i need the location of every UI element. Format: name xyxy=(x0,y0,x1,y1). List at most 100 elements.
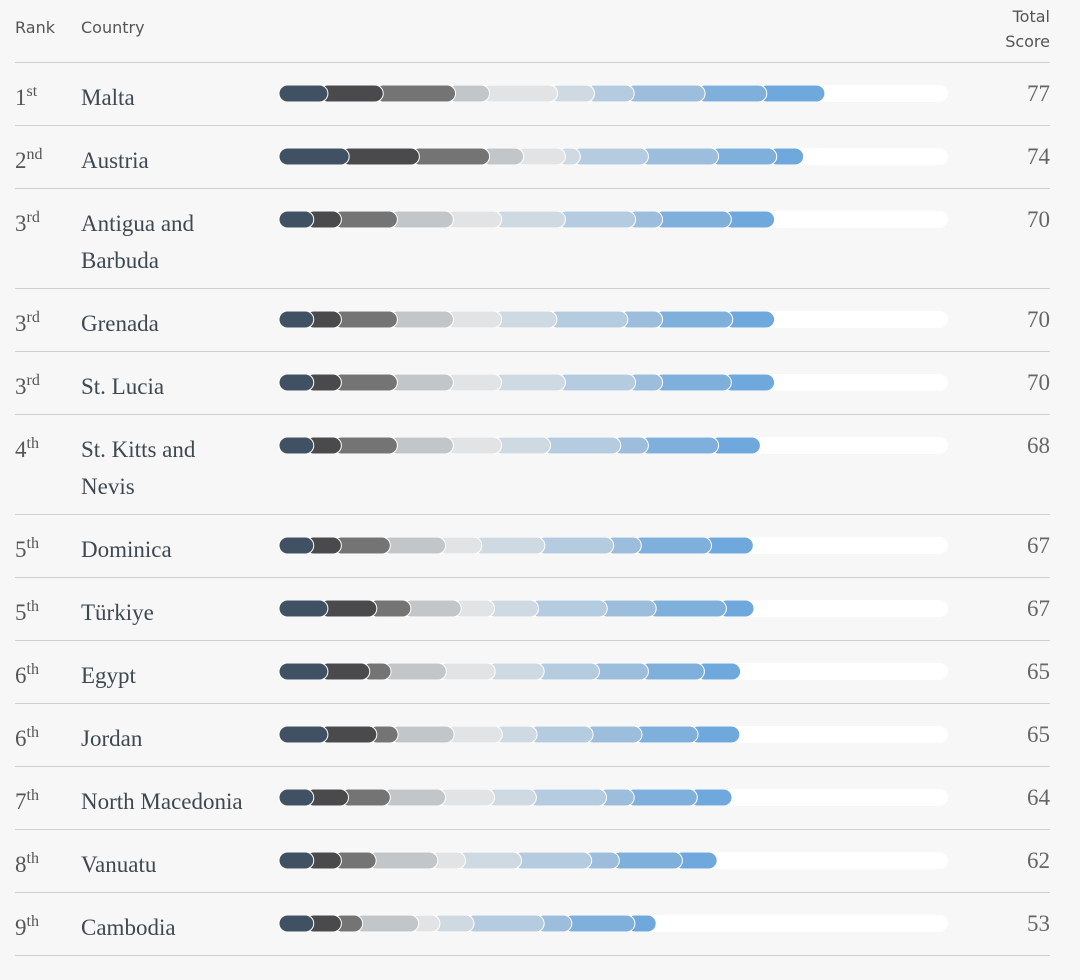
table-row: 4th St. Kitts and Nevis 68 xyxy=(15,415,1050,515)
rank-suffix: th xyxy=(26,535,39,552)
bar-segment xyxy=(632,537,712,554)
country-name: St. Kitts and Nevis xyxy=(81,437,196,499)
rank-suffix: rd xyxy=(26,372,40,389)
bar-segment xyxy=(464,915,545,932)
country-name: Austria xyxy=(81,148,149,173)
score-bar xyxy=(279,85,948,102)
score-bar xyxy=(279,437,948,454)
bar-segment xyxy=(279,211,315,228)
country-name: North Macedonia xyxy=(81,789,243,814)
table-row: 2nd Austria 74 xyxy=(15,126,1050,189)
table-row: 6th Jordan 65 xyxy=(15,704,1050,767)
bar-segment xyxy=(610,852,683,869)
rank-suffix: th xyxy=(26,598,39,615)
total-score: 70 xyxy=(1027,307,1050,332)
table-row: 5th Dominica 67 xyxy=(15,515,1050,578)
bar-segment xyxy=(529,600,608,617)
score-bar xyxy=(279,374,948,391)
rank-number: 7 xyxy=(15,789,27,814)
country-name: Dominica xyxy=(81,537,172,562)
rank-suffix: th xyxy=(26,661,39,678)
bar-segment xyxy=(492,211,566,228)
score-bar xyxy=(279,915,948,932)
rank-suffix: th xyxy=(26,787,39,804)
bar-segment xyxy=(279,663,329,680)
total-score: 65 xyxy=(1027,722,1050,747)
total-score: 77 xyxy=(1027,81,1050,106)
bar-segment xyxy=(527,789,608,806)
bar-segment xyxy=(388,374,454,391)
bar-segment xyxy=(279,915,315,932)
bar-segment xyxy=(571,148,649,165)
rank: 2nd xyxy=(15,142,43,179)
total-score: 65 xyxy=(1027,659,1050,684)
total-score: 70 xyxy=(1027,207,1050,232)
rank: 6th xyxy=(15,657,39,694)
score-bar xyxy=(279,311,948,328)
rank: 6th xyxy=(15,720,39,757)
score-bar xyxy=(279,726,948,743)
bar-segment xyxy=(653,374,732,391)
rank-suffix: th xyxy=(26,913,39,930)
score-bar xyxy=(279,600,948,617)
score-bar xyxy=(279,663,948,680)
rank-header: Rank xyxy=(15,18,55,37)
rank-suffix: nd xyxy=(26,146,43,163)
bar-segment xyxy=(639,663,705,680)
total-score: 74 xyxy=(1027,144,1050,169)
country-name: Cambodia xyxy=(81,915,176,940)
bar-segment xyxy=(382,663,447,680)
country-name: St. Lucia xyxy=(81,374,165,399)
bar-segment xyxy=(279,148,350,165)
bar-segment xyxy=(279,311,315,328)
table-row: 6th Egypt 65 xyxy=(15,641,1050,704)
country-header: Country xyxy=(81,18,145,37)
total-score: 53 xyxy=(1027,911,1050,936)
bar-segment xyxy=(332,437,398,454)
bar-segment xyxy=(480,85,559,102)
bar-segment xyxy=(279,374,315,391)
score-bar xyxy=(279,789,948,806)
rank-suffix: rd xyxy=(26,309,40,326)
table-header: Rank Country Total Score xyxy=(15,0,1050,63)
rank-number: 4 xyxy=(15,437,27,462)
rank: 4th xyxy=(15,431,39,468)
bar-segment xyxy=(535,663,600,680)
score-bar xyxy=(279,148,948,165)
score-bar xyxy=(279,537,948,554)
bar-segment xyxy=(332,211,398,228)
bar-segment xyxy=(279,85,329,102)
bar-segment xyxy=(556,211,637,228)
bar-segment xyxy=(456,852,522,869)
rank-suffix: rd xyxy=(26,209,40,226)
table-row: 8th Vanuatu 62 xyxy=(15,830,1050,893)
bar-segment xyxy=(696,85,768,102)
rank: 7th xyxy=(15,783,39,820)
table-row: 3rd Antigua and Barbuda 70 xyxy=(15,189,1050,289)
rank-number: 5 xyxy=(15,537,27,562)
bar-segment xyxy=(625,85,706,102)
rank-number: 1 xyxy=(15,85,27,110)
bar-segment xyxy=(653,311,734,328)
bar-segment xyxy=(556,374,637,391)
bar-segment xyxy=(639,148,720,165)
country-name: Türkiye xyxy=(81,600,154,625)
bar-segment xyxy=(279,726,329,743)
bar-segment xyxy=(388,437,454,454)
score-header: Total Score xyxy=(1005,7,1050,51)
rank-suffix: st xyxy=(26,83,38,100)
table-row: 5th Türkiye 67 xyxy=(15,578,1050,641)
bar-segment xyxy=(332,311,398,328)
bar-segment xyxy=(547,311,629,328)
bar-segment xyxy=(353,915,420,932)
bar-segment xyxy=(512,852,593,869)
total-score: 70 xyxy=(1027,370,1050,395)
table-row: 9th Cambodia 53 xyxy=(15,893,1050,956)
bar-segment xyxy=(279,789,315,806)
bar-segment xyxy=(528,726,594,743)
total-score: 67 xyxy=(1027,596,1050,621)
rank-suffix: th xyxy=(26,850,39,867)
bar-segment xyxy=(472,537,546,554)
rank-number: 5 xyxy=(15,600,27,625)
bar-segment xyxy=(757,85,826,102)
